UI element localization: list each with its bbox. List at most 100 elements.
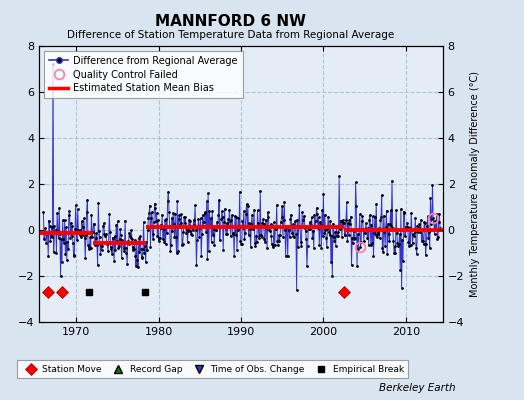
Point xyxy=(147,214,155,221)
Point xyxy=(62,256,71,263)
Point xyxy=(67,220,75,226)
Point xyxy=(370,230,378,236)
Point xyxy=(237,241,245,248)
Point xyxy=(117,255,126,262)
Point xyxy=(226,233,235,240)
Point xyxy=(224,216,232,222)
Point xyxy=(217,216,225,222)
Point xyxy=(243,224,252,230)
Point xyxy=(46,223,54,229)
Point xyxy=(210,242,219,248)
Point xyxy=(73,237,81,243)
Point xyxy=(253,207,261,214)
Point xyxy=(122,250,130,256)
Point xyxy=(124,238,132,244)
Point xyxy=(203,198,211,205)
Point xyxy=(220,219,228,226)
Point xyxy=(146,202,154,209)
Point xyxy=(150,200,159,207)
Point xyxy=(181,214,190,220)
Point xyxy=(192,262,201,268)
Point xyxy=(135,235,143,241)
Point xyxy=(179,241,187,248)
Point xyxy=(168,215,176,221)
Y-axis label: Monthly Temperature Anomaly Difference (°C): Monthly Temperature Anomaly Difference (… xyxy=(470,71,479,297)
Point xyxy=(401,233,409,239)
Point xyxy=(390,249,398,256)
Point xyxy=(264,214,272,221)
Point xyxy=(208,208,216,214)
Point xyxy=(255,232,264,238)
Point xyxy=(308,214,316,220)
Point xyxy=(412,250,421,257)
Point xyxy=(244,232,253,238)
Point xyxy=(49,61,57,68)
Point xyxy=(385,231,393,237)
Point xyxy=(429,215,438,221)
Point xyxy=(162,216,170,222)
Point xyxy=(261,239,269,245)
Point xyxy=(312,218,320,224)
Point xyxy=(128,247,137,254)
Point xyxy=(251,243,259,249)
Point xyxy=(233,246,241,253)
Point xyxy=(289,232,298,239)
Point xyxy=(47,232,55,239)
Point xyxy=(343,199,351,206)
Point xyxy=(135,248,144,255)
Point xyxy=(412,245,420,252)
Point xyxy=(75,227,84,234)
Point xyxy=(381,243,389,250)
Point xyxy=(119,239,127,246)
Point xyxy=(290,223,299,230)
Point xyxy=(247,221,256,227)
Point xyxy=(250,206,258,213)
Point xyxy=(314,225,322,231)
Point xyxy=(85,244,94,250)
Point xyxy=(406,224,414,231)
Point xyxy=(262,225,270,231)
Point xyxy=(277,214,286,221)
Point xyxy=(102,240,111,246)
Point xyxy=(425,229,433,236)
Point xyxy=(86,234,94,240)
Point xyxy=(212,227,220,233)
Point xyxy=(259,221,268,228)
Point xyxy=(266,227,274,234)
Point xyxy=(433,236,442,242)
Point xyxy=(250,240,259,246)
Point xyxy=(154,217,162,223)
Point xyxy=(414,225,423,231)
Point xyxy=(327,259,335,265)
Point xyxy=(432,226,440,232)
Point xyxy=(214,212,223,218)
Point xyxy=(372,201,380,207)
Point xyxy=(348,239,357,246)
Point xyxy=(148,231,157,237)
Point xyxy=(163,198,172,204)
Point xyxy=(397,206,405,212)
Point xyxy=(306,226,314,232)
Point xyxy=(276,232,285,238)
Point xyxy=(104,240,113,246)
Point xyxy=(303,263,311,270)
Point xyxy=(286,216,294,222)
Point xyxy=(399,208,408,215)
Point xyxy=(264,209,272,216)
Point xyxy=(292,287,301,293)
Point xyxy=(70,253,79,260)
Point xyxy=(303,243,312,250)
Point xyxy=(239,208,248,214)
Point xyxy=(106,228,114,235)
Point xyxy=(270,219,278,226)
Point xyxy=(278,203,287,210)
Point xyxy=(398,237,407,243)
Point xyxy=(84,245,93,252)
Point xyxy=(347,262,356,268)
Point xyxy=(233,227,242,233)
Point xyxy=(302,236,310,242)
Point xyxy=(62,224,70,230)
Point xyxy=(375,225,383,231)
Point xyxy=(427,221,435,227)
Point xyxy=(54,235,63,242)
